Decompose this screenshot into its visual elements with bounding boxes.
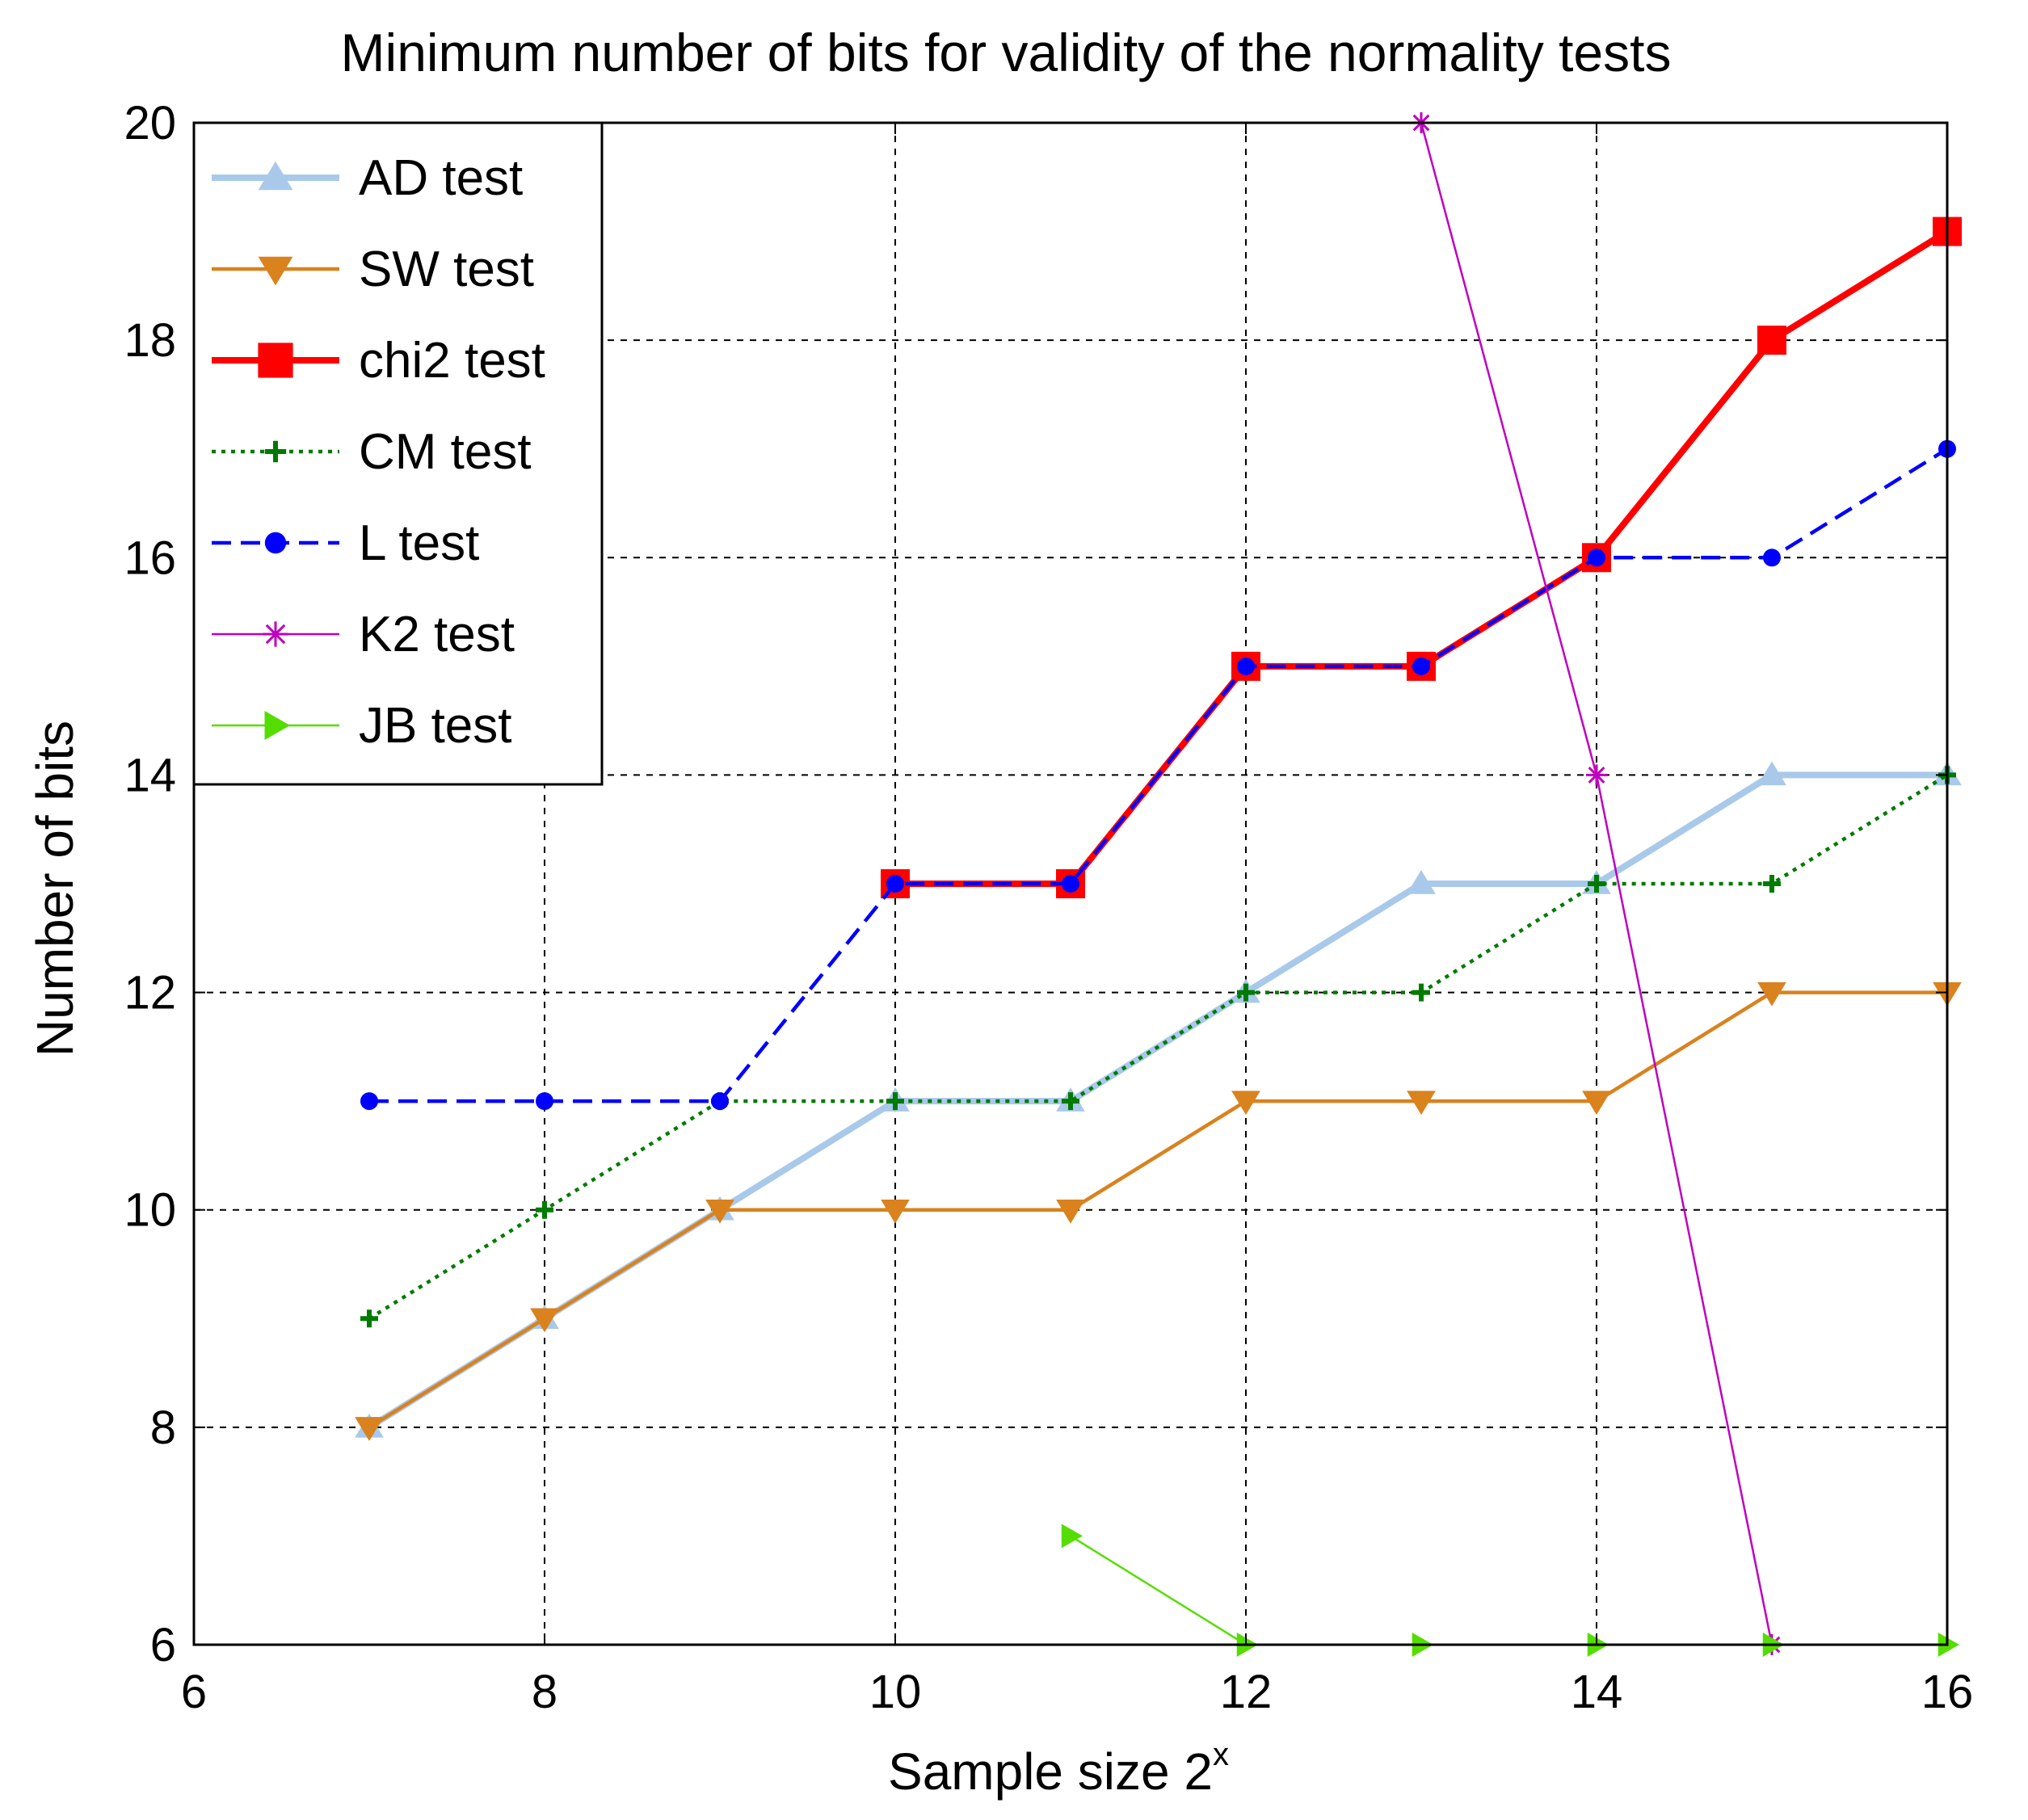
- legend-label: SW test: [359, 242, 534, 297]
- data-point: [1237, 657, 1255, 675]
- legend-item: JB test: [212, 698, 512, 754]
- data-point: [355, 1417, 384, 1441]
- data-point: [1588, 549, 1605, 567]
- series-sw-test: [355, 981, 1962, 1441]
- series-cm-test: [360, 766, 1956, 1328]
- y-tick-label: 6: [150, 1619, 176, 1671]
- data-point: [1938, 1633, 1959, 1657]
- series-line: [368, 990, 1947, 1429]
- series-line: [1070, 1535, 1947, 1646]
- legend-swatch-marker: [263, 621, 288, 647]
- legend-label: L test: [359, 515, 479, 571]
- y-tick-label: 12: [124, 967, 176, 1019]
- legend-label: CM test: [359, 424, 532, 480]
- data-point: [886, 1092, 904, 1111]
- data-point: [1582, 1091, 1611, 1116]
- data-point: [1763, 875, 1781, 893]
- data-point: [1412, 657, 1430, 675]
- series-line: [369, 447, 1949, 1103]
- x-axis-label: Sample size 2x: [888, 1737, 1229, 1801]
- data-point: [1763, 549, 1781, 567]
- x-tick-label: 12: [1220, 1666, 1273, 1718]
- x-tick-label: 16: [1921, 1666, 1974, 1718]
- x-tick-label: 14: [1571, 1666, 1623, 1718]
- data-point: [1757, 761, 1786, 786]
- legend-item: L test: [212, 515, 479, 571]
- data-point: [1586, 764, 1607, 786]
- legend-label: JB test: [359, 698, 512, 754]
- data-point: [881, 1199, 910, 1224]
- series-lines: [355, 112, 1962, 1657]
- data-point: [1061, 1524, 1083, 1549]
- data-point: [1056, 1199, 1085, 1224]
- plot-frame: [192, 121, 1949, 1646]
- x-tick-label: 8: [532, 1666, 557, 1718]
- legend-swatch-marker: [258, 161, 293, 191]
- data-point: [1588, 875, 1605, 893]
- legend-label: chi2 test: [359, 333, 545, 389]
- data-point: [1757, 326, 1786, 355]
- data-point: [711, 1092, 729, 1111]
- legend-item: chi2 test: [212, 333, 545, 389]
- data-point: [1062, 875, 1079, 893]
- data-point: [1757, 981, 1786, 1007]
- data-point: [705, 1199, 734, 1224]
- y-tick-label: 18: [124, 314, 176, 367]
- legend-swatch-marker: [264, 440, 287, 463]
- data-point: [360, 1092, 378, 1111]
- x-tick-label: 10: [869, 1666, 922, 1718]
- legend-swatch-marker: [258, 256, 293, 286]
- legend-item: K2 test: [212, 607, 515, 662]
- data-point: [530, 1308, 559, 1333]
- series-ad-test: [355, 761, 1962, 1438]
- legend-item: AD test: [212, 150, 523, 206]
- series-jb-test: [1061, 1524, 1959, 1657]
- legend-swatch-marker: [264, 711, 290, 740]
- y-tick-label: 10: [124, 1184, 176, 1237]
- data-point: [536, 1200, 553, 1219]
- y-tick-labels: 6 8 10 12 14 16 18 20: [124, 97, 1947, 1671]
- x-tick-label: 6: [181, 1666, 207, 1718]
- data-point: [1237, 983, 1255, 1002]
- legend-swatch-marker: [258, 343, 293, 378]
- data-point: [1062, 1092, 1079, 1111]
- data-point: [1231, 1091, 1260, 1116]
- data-point: [1412, 983, 1430, 1002]
- data-point: [360, 1309, 378, 1328]
- y-tick-label: 16: [124, 532, 176, 584]
- x-tick-labels: 6 8 10 12 14 16: [181, 123, 1973, 1718]
- y-axis-label: Number of bits: [26, 721, 84, 1057]
- grid-lines: [194, 123, 1947, 1645]
- legend-label: K2 test: [359, 607, 515, 662]
- y-tick-label: 14: [124, 749, 176, 801]
- y-tick-label: 8: [150, 1402, 176, 1454]
- legend-swatch-marker: [264, 532, 287, 554]
- y-tick-label: 20: [124, 97, 176, 149]
- data-point: [1407, 1091, 1436, 1116]
- x-axis-label-superscript: x: [1213, 1737, 1229, 1772]
- legend-label: AD test: [359, 150, 523, 206]
- data-point: [886, 875, 904, 893]
- legend-item: SW test: [212, 242, 534, 297]
- legend-item: CM test: [212, 424, 532, 480]
- data-point: [1407, 870, 1436, 894]
- series-line: [368, 773, 1949, 1321]
- data-point: [536, 1092, 553, 1111]
- legend: AD test SW test chi2 test CM test L test K2 t…: [192, 121, 604, 786]
- chart-title: Minimum number of bits for validity of t…: [341, 23, 1672, 82]
- legend-box: [192, 121, 604, 786]
- x-axis-label-text: Sample size 2: [888, 1742, 1213, 1801]
